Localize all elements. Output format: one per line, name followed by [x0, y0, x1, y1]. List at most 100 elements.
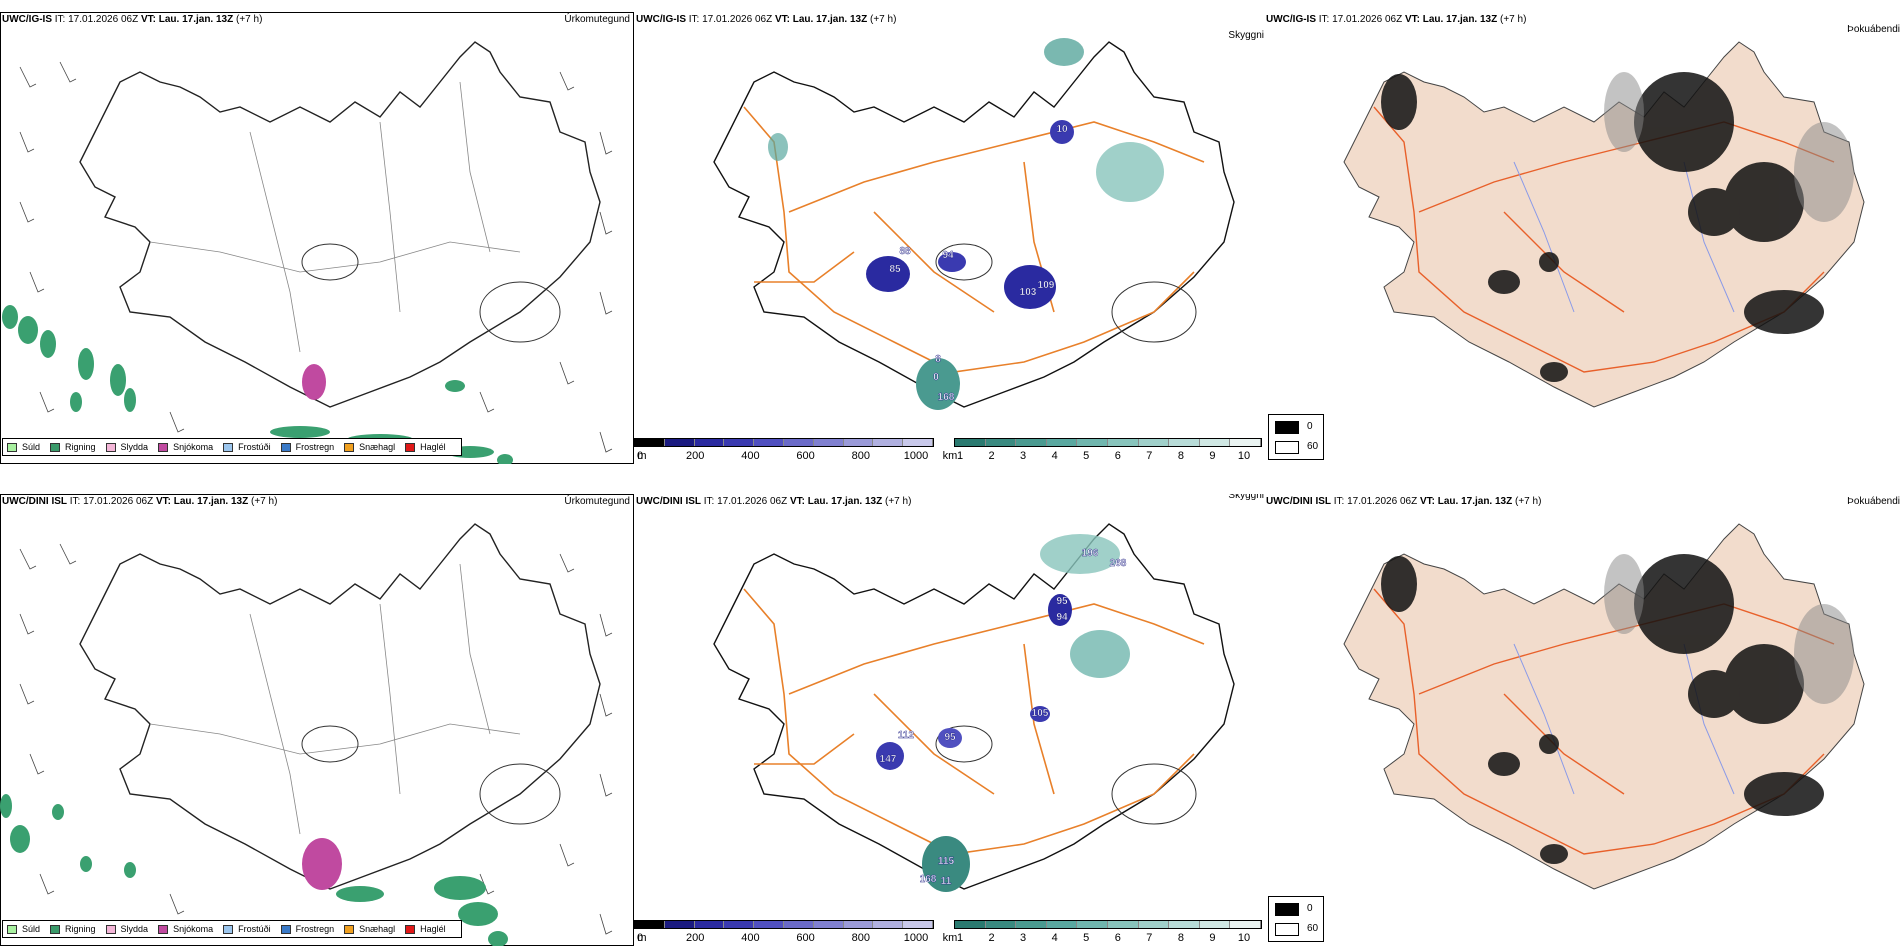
colorbar-strip [954, 920, 1262, 929]
legend-swatch [7, 924, 17, 934]
visibility-value-label: 95 [944, 732, 956, 743]
visibility-value-label: 8 [935, 354, 941, 365]
legend-swatch [280, 442, 291, 452]
colorbar-tick: 10 [1237, 932, 1251, 944]
colorbar-tick: 7 [1146, 450, 1153, 462]
row1-precip-title: Úrkomutegund [564, 14, 630, 25]
legend-swatch [344, 924, 355, 934]
row2-colorbar-km: km 1 2 3 4 5 6 7 8 9 10 [942, 920, 1262, 946]
legend-swatch [280, 924, 291, 934]
visibility-value-label: 115 [938, 856, 955, 867]
precip-legend-item: Slydda [105, 442, 149, 452]
colorbar-tick: 1000 [903, 932, 929, 944]
colorbar-tick: 1 [956, 450, 964, 462]
precip-legend-item: Snæhagl [344, 924, 395, 934]
legend-label: Frostúði [238, 442, 271, 452]
visibility-value-label: 85 [889, 264, 901, 275]
colorbar-tick: 0 [636, 932, 644, 944]
colorbar-tick: 5 [1083, 932, 1090, 944]
precip-legend-item: Haglél [405, 442, 446, 452]
precip-legend-item: Frostúði [223, 442, 271, 452]
colorbar-tick: 3 [1020, 932, 1027, 944]
visibility-value-label: 94 [1056, 612, 1068, 623]
colorbar-tick: 4 [1051, 932, 1058, 944]
row2-low-vis-areas [876, 534, 1130, 892]
row2-visibility-title: Skyggni [1228, 494, 1264, 501]
precip-legend-item: Rigning [50, 924, 96, 934]
visibility-value-label: 11 [941, 876, 952, 887]
colorbar-tick: 200 [686, 932, 705, 944]
legend-label: Rigning [65, 924, 96, 934]
legend-label: Slydda [120, 442, 149, 452]
visibility-value-label: 168 [938, 392, 955, 403]
row1-visibility-panel: 85 88 94 103 109 10 8 0 168 UWC/IG-IS IT: 17.01.… [634, 12, 1264, 464]
colorbar-tick: 1000 [903, 450, 929, 462]
row2-precip-legend: Súld Rigning Slydda Snjókoma Frostúði Frostre… [2, 920, 462, 938]
row2-fog-map [1264, 494, 1900, 946]
colorbar-tick: 4 [1051, 450, 1058, 462]
precip-legend-item: Frostúði [223, 924, 271, 934]
legend-label: Snæhagl [359, 442, 396, 452]
colorbar-tick: 600 [796, 932, 815, 944]
visibility-value-label: 103 [1020, 287, 1037, 298]
colorbar-tick: 9 [1209, 932, 1216, 944]
legend-swatch [50, 924, 61, 934]
row1-fog-map [1264, 12, 1900, 464]
visibility-value-label: 196 [1082, 548, 1099, 559]
visibility-value-label: 168 [920, 874, 937, 885]
colorbar-unit: m [637, 932, 647, 944]
row1-low-vis-areas [768, 38, 1164, 410]
legend-label: Snjókoma [173, 442, 214, 452]
row2-fog-header: UWC/DINI ISL IT: 17.01.2026 06Z VT: Lau.… [1266, 496, 1542, 507]
legend-swatch [405, 924, 416, 934]
colorbar-strip [634, 438, 934, 447]
row1-colorbar-m: m 0 200 400 600 800 1000 [634, 438, 934, 464]
legend-label: Súld [22, 442, 41, 452]
colorbar-tick: 3 [1020, 450, 1027, 462]
legend-swatch [158, 924, 169, 934]
colorbar-strip [634, 920, 934, 929]
precip-legend-item: Snæhagl [344, 442, 395, 452]
row1-precip-header: UWC/IG-IS IT: 17.01.2026 06Z VT: Lau. 17… [2, 14, 263, 25]
precip-legend-item: Snjókoma [158, 442, 213, 452]
visibility-value-label: 105 [1032, 708, 1049, 719]
colorbar-tick: 400 [741, 450, 760, 462]
fog-legend-swatch [1275, 421, 1299, 434]
row2-visibility-panel: 147 112 95 196 268 95 94 105 115 168 11 UWC/DINI I… [634, 494, 1264, 946]
legend-swatch [405, 442, 416, 452]
row2-precip-map [0, 494, 613, 946]
colorbar-tick: 800 [851, 450, 870, 462]
colorbar-tick: 7 [1146, 932, 1153, 944]
visibility-value-label: 88 [899, 246, 911, 257]
colorbar-tick: 400 [741, 932, 760, 944]
legend-label: Súld [22, 924, 41, 934]
colorbar-tick: 9 [1209, 450, 1216, 462]
row1-visibility-title: Skyggni [1228, 30, 1264, 41]
visibility-value-label: 0 [933, 372, 939, 383]
colorbar-unit: m [637, 450, 647, 462]
row2-fog-panel: UWC/DINI ISL IT: 17.01.2026 06Z VT: Lau.… [1264, 494, 1900, 946]
legend-swatch [158, 442, 169, 452]
legend-label: Frostregn [295, 924, 335, 934]
row2-fog-legend: 0 60 [1268, 896, 1324, 942]
row1-visibility-header: UWC/IG-IS IT: 17.01.2026 06Z VT: Lau. 17… [636, 14, 897, 25]
visibility-value-label: 147 [880, 754, 897, 765]
visibility-value-label: 10 [1056, 124, 1068, 135]
colorbar-unit: km [942, 932, 958, 944]
colorbar-unit: km [942, 450, 958, 462]
precip-legend-item: Slydda [105, 924, 148, 934]
colorbar-strip [954, 438, 1262, 447]
visibility-value-label: 94 [942, 250, 954, 261]
row2-precip-title: Úrkomutegund [564, 496, 630, 507]
colorbar-tick: 800 [851, 932, 870, 944]
legend-swatch [7, 442, 17, 452]
legend-label: Haglél [420, 442, 446, 452]
fog-legend-swatch [1275, 441, 1299, 454]
row1-fog-panel: UWC/IG-IS IT: 17.01.2026 06Z VT: Lau. 17… [1264, 12, 1900, 464]
precip-legend-item: Súld [7, 924, 40, 934]
visibility-value-label: 112 [898, 730, 915, 741]
